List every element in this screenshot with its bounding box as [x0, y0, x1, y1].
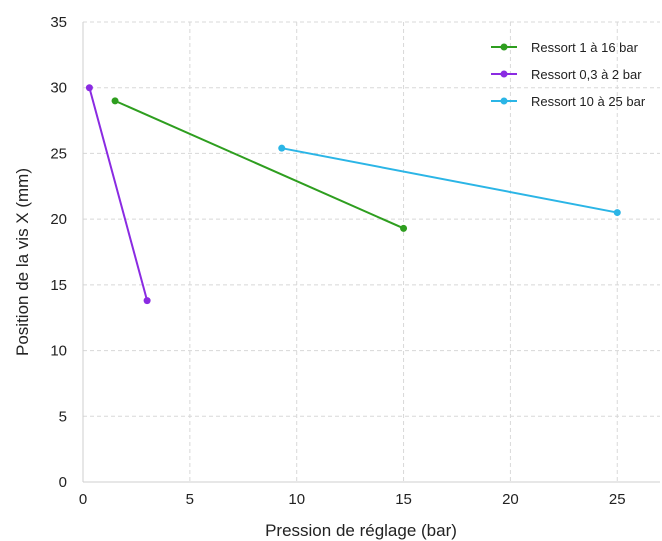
x-tick-label: 5 — [186, 491, 194, 508]
x-axis-title: Pression de réglage (bar) — [265, 521, 457, 540]
series-1 — [111, 97, 408, 232]
legend-label: Ressort 0,3 à 2 bar — [531, 67, 642, 82]
data-point — [278, 144, 286, 152]
x-tick-label: 10 — [288, 491, 305, 508]
legend-item: Ressort 0,3 à 2 bar — [491, 67, 642, 82]
series-2 — [85, 84, 151, 305]
legend-item: Ressort 10 à 25 bar — [491, 94, 646, 109]
y-tick-label: 25 — [50, 145, 67, 162]
y-tick-label: 35 — [50, 14, 67, 31]
x-tick-label: 25 — [609, 491, 626, 508]
legend-swatch-marker — [500, 97, 508, 105]
y-tick-label: 20 — [50, 211, 67, 228]
series-line — [88, 87, 149, 301]
data-point — [613, 209, 621, 217]
data-point — [400, 224, 408, 232]
axes — [82, 22, 660, 483]
y-axis-ticks: 0 5 10 15 20 25 30 35 — [50, 14, 67, 491]
legend-label: Ressort 10 à 25 bar — [531, 94, 646, 109]
x-axis-ticks: 0 5 10 15 20 25 — [79, 491, 626, 508]
series-layer — [85, 84, 621, 305]
data-point — [143, 297, 151, 305]
legend-swatch-marker — [500, 43, 508, 51]
y-tick-label: 15 — [50, 277, 67, 294]
x-tick-label: 0 — [79, 491, 87, 508]
x-tick-label: 15 — [395, 491, 412, 508]
data-point — [111, 97, 119, 105]
legend-swatch-marker — [500, 70, 508, 78]
grid — [83, 21, 660, 482]
y-tick-label: 0 — [59, 474, 67, 491]
legend-item: Ressort 1 à 16 bar — [491, 40, 639, 55]
legend-label: Ressort 1 à 16 bar — [531, 40, 639, 55]
y-axis-title: Position de la vis X (mm) — [13, 168, 32, 356]
series-line — [281, 147, 618, 214]
y-tick-label: 10 — [50, 343, 67, 360]
y-tick-label: 30 — [50, 80, 67, 97]
legend: Ressort 1 à 16 bar Ressort 0,3 à 2 bar Res… — [491, 40, 646, 109]
data-point — [85, 84, 93, 92]
x-tick-label: 20 — [502, 491, 519, 508]
series-line — [114, 99, 404, 230]
y-tick-label: 5 — [59, 408, 67, 425]
series-3 — [278, 144, 621, 217]
